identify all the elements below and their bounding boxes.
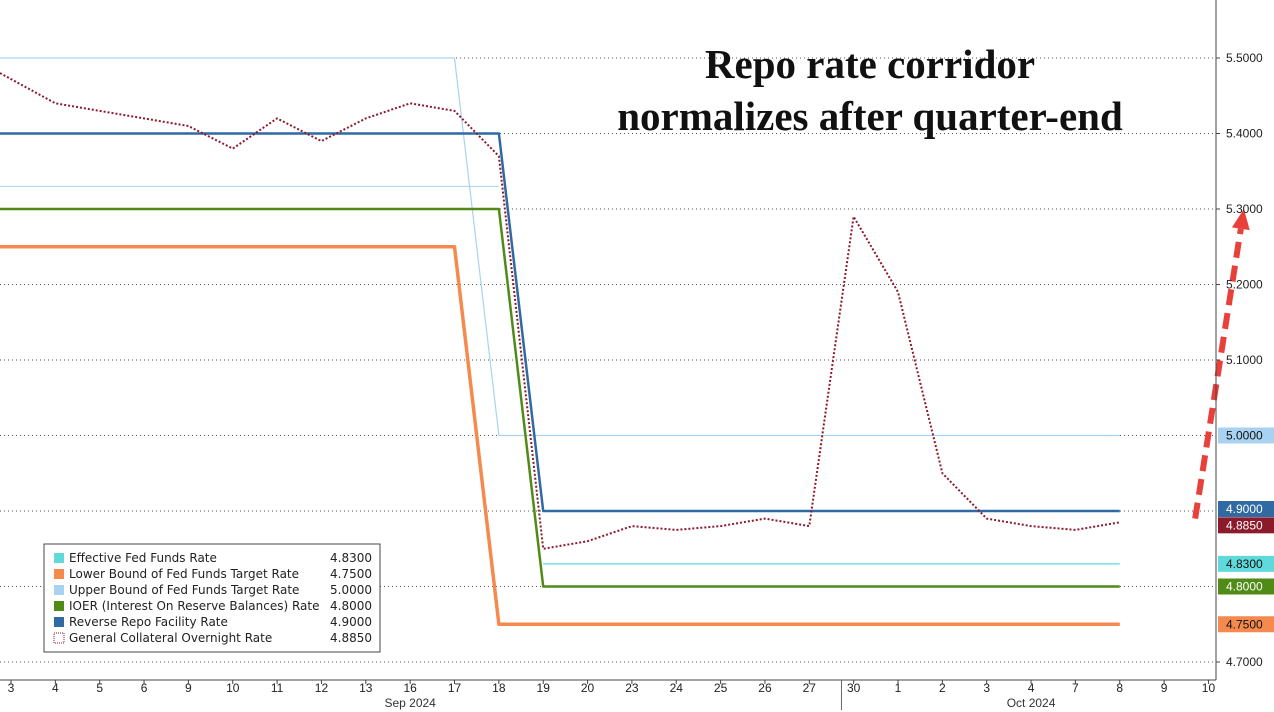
x-tick-label: 27	[803, 681, 817, 695]
y-tick-label: 5.1000	[1226, 353, 1263, 367]
x-tick-label: 6	[141, 681, 148, 695]
legend-item-value: 4.8300	[330, 551, 372, 565]
series-line-general-collateral-overnight-rate	[0, 72, 1120, 550]
x-tick-label: 20	[581, 681, 595, 695]
x-tick-label: 3	[983, 681, 990, 695]
y-tick-label: 5.2000	[1226, 278, 1263, 292]
legend-swatch	[53, 632, 65, 644]
value-badge-bg	[1218, 501, 1274, 517]
legend-item-value: 5.0000	[330, 583, 372, 597]
x-tick-label: 4	[1028, 681, 1035, 695]
x-tick-label: 2	[939, 681, 946, 695]
value-badge-bg	[1218, 517, 1274, 534]
value-badge-label: 4.8850	[1226, 518, 1263, 532]
x-tick-label: 9	[1161, 681, 1168, 695]
value-badge-label: 4.9000	[1226, 502, 1263, 516]
x-tick-label: 17	[448, 681, 462, 695]
y-axis: 4.7000 5.1000 5.2000 5.3000 5.4000 5.5000 5.00…	[1215, 0, 1274, 680]
value-badge-bg	[1218, 555, 1274, 572]
annotation-arrow-shaft	[1192, 228, 1244, 520]
x-tick-label: 16	[403, 681, 417, 695]
value-badge: 4.9000	[1218, 501, 1274, 517]
x-tick-label: 8	[1116, 681, 1123, 695]
x-tick-label: 13	[359, 681, 373, 695]
legend-swatch	[54, 569, 64, 579]
x-tick-label: 30	[847, 681, 861, 695]
value-badge-label: 5.0000	[1226, 429, 1263, 443]
value-badge-label: 4.7500	[1226, 617, 1263, 631]
x-tick-label: 24	[670, 681, 684, 695]
legend-item-label: Lower Bound of Fed Funds Target Rate	[69, 567, 299, 581]
chart-title-line: normalizes after quarter-end	[617, 93, 1123, 139]
legend-item-value: 4.7500	[330, 567, 372, 581]
x-tick-label: 23	[625, 681, 639, 695]
y-tick-label: 5.3000	[1226, 202, 1263, 216]
value-badge: 4.8300	[1218, 555, 1274, 572]
x-tick-label: 12	[315, 681, 329, 695]
value-badge-bg	[1218, 616, 1274, 633]
legend-item-label: Effective Fed Funds Rate	[69, 551, 217, 565]
legend-item-value: 4.8000	[330, 599, 372, 613]
legend-item-label: General Collateral Overnight Rate	[69, 631, 272, 645]
y-tick-label: 5.5000	[1226, 51, 1263, 65]
legend-item-value: 4.9000	[330, 615, 372, 629]
x-tick-label: 3	[8, 681, 15, 695]
legend-item-label: IOER (Interest On Reserve Balances) Rate	[69, 599, 320, 613]
series-lines	[0, 57, 1120, 627]
legend-item-label: Upper Bound of Fed Funds Target Rate	[69, 583, 299, 597]
series-line-upper-bound-of-fed-funds-target-rate	[0, 57, 1120, 437]
value-badge-bg	[1218, 427, 1274, 444]
x-axis: 3 4 5 6 9 10 11 12 13 16 17 18 19 20 23 24 25 26 27 30 1 2 3 4 7…	[0, 679, 1216, 710]
chart-title: Repo rate corridor normalizes after quart…	[617, 41, 1123, 139]
legend-swatch	[54, 585, 64, 595]
value-badge-label: 4.8300	[1226, 557, 1263, 571]
legend: Effective Fed Funds Rate 4.8300 Lower Boun…	[43, 543, 381, 653]
x-tick-label: 10	[1202, 681, 1216, 695]
month-label: Oct 2024	[1007, 696, 1056, 710]
legend-swatch	[54, 553, 64, 563]
series-line-ioer-interest-on-reserve-balances-rate	[0, 207, 1120, 588]
y-tick-label: 4.7000	[1226, 655, 1263, 669]
x-tick-label: 1	[895, 681, 902, 695]
x-tick-label: 10	[226, 681, 240, 695]
x-tick-label: 7	[1072, 681, 1079, 695]
legend-swatch	[54, 601, 64, 611]
value-badge-label: 4.8000	[1226, 580, 1263, 594]
value-badge: 4.8000	[1218, 578, 1274, 595]
x-tick-label: 5	[96, 681, 103, 695]
value-badge: 4.8850	[1218, 517, 1274, 534]
y-tick-label: 5.4000	[1226, 127, 1263, 141]
value-badge-bg	[1218, 578, 1274, 595]
chart-title-line: Repo rate corridor	[705, 41, 1035, 87]
value-badge: 4.7500	[1218, 616, 1274, 633]
annotation-arrows	[1192, 209, 1250, 520]
x-tick-label: 18	[492, 681, 506, 695]
series-line-reverse-repo-facility-rate	[0, 132, 1120, 513]
legend-item-value: 4.8850	[330, 631, 372, 645]
value-badge: 5.0000	[1218, 427, 1274, 444]
x-tick-label: 19	[537, 681, 551, 695]
series-line-lower-bound-of-fed-funds-target-rate	[0, 245, 1120, 627]
annotation-arrow-head	[1231, 209, 1250, 231]
legend-swatch	[54, 617, 64, 627]
x-tick-label: 26	[758, 681, 772, 695]
legend-box	[43, 543, 381, 653]
x-tick-label: 25	[714, 681, 728, 695]
x-tick-label: 4	[52, 681, 59, 695]
x-tick-label: 9	[185, 681, 192, 695]
month-label: Sep 2024	[384, 696, 436, 710]
x-tick-label: 11	[271, 681, 284, 695]
legend-item-label: Reverse Repo Facility Rate	[69, 615, 228, 629]
